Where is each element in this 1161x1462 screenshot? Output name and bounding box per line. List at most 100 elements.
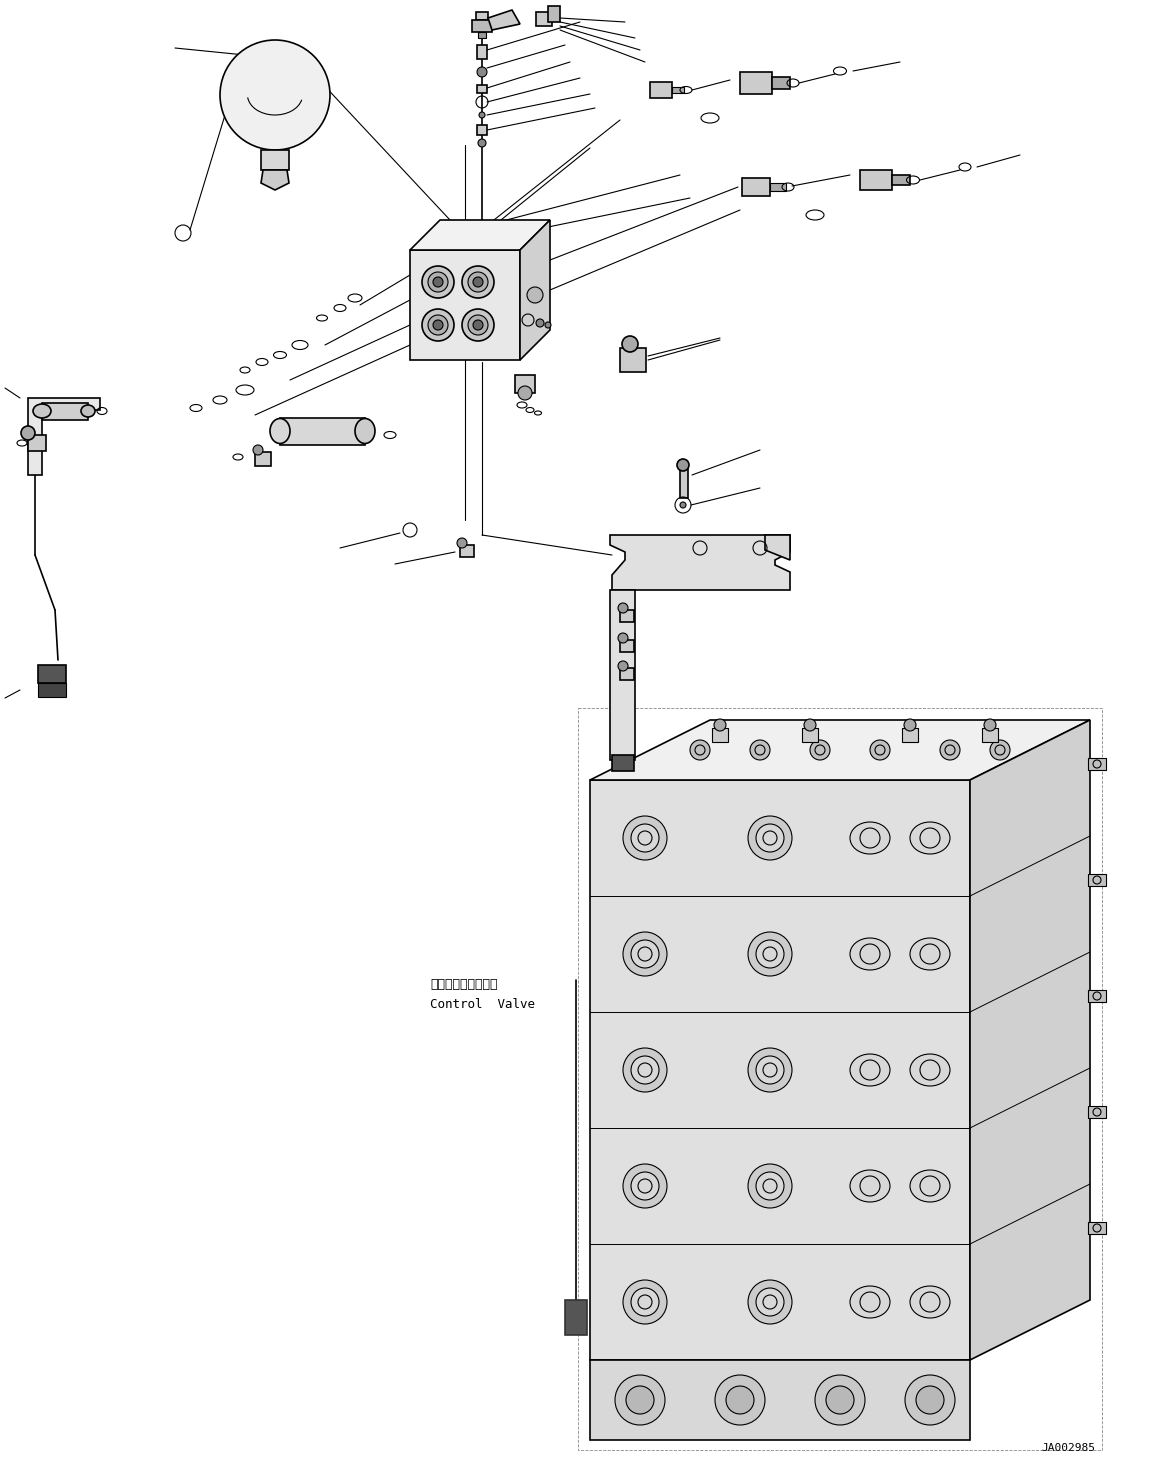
Bar xyxy=(740,72,772,94)
Ellipse shape xyxy=(910,1287,950,1319)
Circle shape xyxy=(870,740,890,760)
Circle shape xyxy=(630,1288,659,1316)
Text: JA002985: JA002985 xyxy=(1041,1443,1095,1453)
Circle shape xyxy=(825,1386,854,1414)
Polygon shape xyxy=(28,398,100,475)
Bar xyxy=(255,452,271,466)
Circle shape xyxy=(433,276,444,287)
Circle shape xyxy=(623,931,668,977)
Bar xyxy=(982,728,998,743)
Circle shape xyxy=(680,501,686,507)
Circle shape xyxy=(677,459,688,471)
Circle shape xyxy=(618,602,628,613)
Bar xyxy=(515,374,535,393)
Bar xyxy=(1088,1222,1106,1234)
Bar xyxy=(650,82,672,98)
Circle shape xyxy=(536,319,545,327)
Circle shape xyxy=(421,308,454,341)
Polygon shape xyxy=(42,404,88,420)
Circle shape xyxy=(462,266,493,298)
Ellipse shape xyxy=(81,405,95,417)
Circle shape xyxy=(690,740,711,760)
Circle shape xyxy=(219,39,330,151)
Circle shape xyxy=(618,633,628,643)
Bar xyxy=(477,124,486,135)
Bar xyxy=(38,665,66,683)
Circle shape xyxy=(428,314,448,335)
Ellipse shape xyxy=(271,418,290,443)
Polygon shape xyxy=(488,10,520,31)
Circle shape xyxy=(468,314,488,335)
Circle shape xyxy=(985,719,996,731)
Circle shape xyxy=(815,1374,865,1425)
Polygon shape xyxy=(280,418,365,444)
Circle shape xyxy=(21,425,35,440)
Text: Control  Valve: Control Valve xyxy=(430,999,535,1012)
Bar xyxy=(742,178,770,196)
Bar xyxy=(1088,757,1106,770)
Circle shape xyxy=(748,816,792,860)
Circle shape xyxy=(428,272,448,292)
Bar xyxy=(802,728,819,743)
Circle shape xyxy=(478,139,486,148)
Polygon shape xyxy=(765,535,789,560)
Bar xyxy=(548,6,560,22)
Circle shape xyxy=(714,719,726,731)
Circle shape xyxy=(457,538,467,548)
Bar xyxy=(478,32,486,38)
Bar xyxy=(672,88,684,94)
Circle shape xyxy=(623,1281,668,1325)
Circle shape xyxy=(433,320,444,330)
Polygon shape xyxy=(410,219,550,250)
Circle shape xyxy=(545,322,551,327)
Circle shape xyxy=(618,661,628,671)
Circle shape xyxy=(748,1164,792,1208)
Polygon shape xyxy=(590,719,1090,781)
Ellipse shape xyxy=(850,1054,890,1086)
Circle shape xyxy=(906,1374,956,1425)
Polygon shape xyxy=(410,250,520,360)
Ellipse shape xyxy=(33,404,51,418)
Circle shape xyxy=(630,825,659,852)
Bar xyxy=(772,77,789,89)
Circle shape xyxy=(626,1386,654,1414)
Bar xyxy=(712,728,728,743)
Bar xyxy=(902,728,918,743)
Bar xyxy=(1088,990,1106,1001)
Circle shape xyxy=(615,1374,665,1425)
Polygon shape xyxy=(610,535,789,591)
Circle shape xyxy=(756,1173,784,1200)
Bar xyxy=(680,468,688,499)
Circle shape xyxy=(756,1056,784,1083)
Bar xyxy=(460,545,474,557)
Circle shape xyxy=(462,308,493,341)
Bar xyxy=(770,183,786,192)
Polygon shape xyxy=(590,1360,969,1440)
Circle shape xyxy=(805,719,816,731)
Circle shape xyxy=(916,1386,944,1414)
Circle shape xyxy=(477,67,486,77)
Circle shape xyxy=(468,272,488,292)
Circle shape xyxy=(421,266,454,298)
Circle shape xyxy=(253,444,264,455)
Polygon shape xyxy=(261,170,289,190)
Bar xyxy=(473,20,492,32)
Bar xyxy=(892,175,910,186)
Circle shape xyxy=(715,1374,765,1425)
Polygon shape xyxy=(969,719,1090,1360)
Ellipse shape xyxy=(850,1170,890,1202)
Circle shape xyxy=(473,276,483,287)
Bar xyxy=(620,610,634,621)
Polygon shape xyxy=(520,219,550,360)
Circle shape xyxy=(630,940,659,968)
Bar xyxy=(1088,874,1106,886)
Circle shape xyxy=(748,1281,792,1325)
Circle shape xyxy=(623,1164,668,1208)
Ellipse shape xyxy=(850,822,890,854)
Bar xyxy=(860,170,892,190)
Circle shape xyxy=(630,1056,659,1083)
Circle shape xyxy=(518,386,532,401)
Bar xyxy=(1088,1105,1106,1118)
Circle shape xyxy=(756,940,784,968)
Circle shape xyxy=(756,1288,784,1316)
